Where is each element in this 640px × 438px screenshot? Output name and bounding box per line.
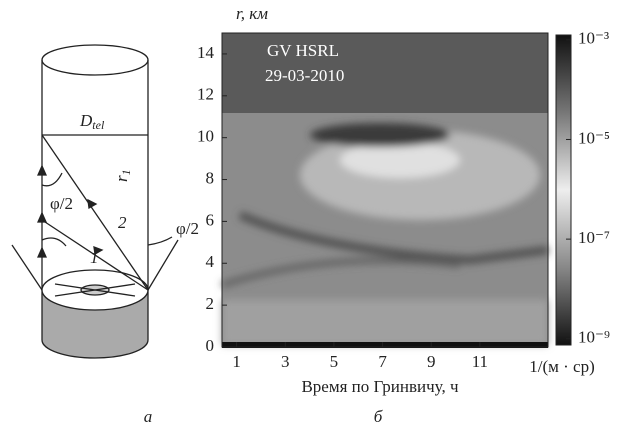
y-tick-label: 0 <box>206 336 215 355</box>
diagram <box>12 45 178 358</box>
phi-left: φ/2 <box>50 194 73 213</box>
x-tick-label: 1 <box>232 352 241 371</box>
y-tick-label: 6 <box>206 210 215 229</box>
y-tick-label: 8 <box>206 168 215 187</box>
colorbar-tick-label: 10⁻⁹ <box>578 328 610 347</box>
colorbar-tick-label: 10⁻⁵ <box>578 128 610 147</box>
ray-1: 1 <box>90 248 99 267</box>
colorbar-tick-label: 10⁻³ <box>578 29 609 48</box>
d-tel: Dtel <box>79 111 105 132</box>
x-tick-label: 5 <box>330 352 339 371</box>
y-tick-label: 4 <box>206 252 215 271</box>
y-tick-label: 10 <box>197 127 214 146</box>
x-label: Время по Гринвичу, ч <box>301 377 458 396</box>
annotation: 29-03-2010 <box>265 66 344 85</box>
x-tick-label: 3 <box>281 352 290 371</box>
phi-right: φ/2 <box>176 219 199 238</box>
annotation: GV HSRL <box>267 41 339 60</box>
caption-b: б <box>374 407 383 426</box>
y-tick-label: 2 <box>206 294 215 313</box>
r1: r1 <box>112 169 133 182</box>
x-tick-label: 11 <box>472 352 488 371</box>
colorbar-label: 1/(м · ср) <box>529 357 595 376</box>
x-tick-label: 9 <box>427 352 436 371</box>
y-label: r, км <box>236 4 268 23</box>
ray-2: 2 <box>118 213 127 232</box>
figure: Dtel φ/2 φ/2 r1 1 2 а GV HSRL 29-03-2010… <box>0 0 640 438</box>
caption-a: а <box>144 407 153 426</box>
colorbar-tick-label: 10⁻⁷ <box>578 228 610 247</box>
colorbar <box>556 35 571 345</box>
y-tick-label: 12 <box>197 85 214 104</box>
y-tick-label: 14 <box>197 43 215 62</box>
x-tick-label: 7 <box>378 352 387 371</box>
